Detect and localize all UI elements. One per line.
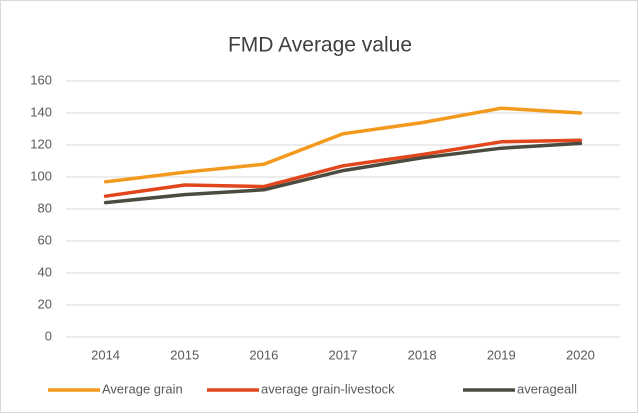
y-tick-label: 120 xyxy=(30,136,52,151)
y-tick-label: 40 xyxy=(38,264,52,279)
legend-label: Average grain xyxy=(102,381,183,396)
legend-label: average grain-livestock xyxy=(261,381,395,396)
x-tick-label: 2019 xyxy=(487,347,516,362)
x-tick-label: 2020 xyxy=(566,347,595,362)
y-tick-label: 140 xyxy=(30,104,52,119)
series-line xyxy=(103,138,583,198)
y-tick-label: 80 xyxy=(38,200,52,215)
x-tick-label: 2016 xyxy=(249,347,278,362)
y-tick-label: 20 xyxy=(38,296,52,311)
y-tick-label: 160 xyxy=(30,72,52,87)
chart-title: FMD Average value xyxy=(228,34,412,57)
y-tick-label: 100 xyxy=(30,168,52,183)
series-line xyxy=(103,106,583,184)
x-tick-label: 2015 xyxy=(170,347,199,362)
x-tick-label: 2018 xyxy=(408,347,437,362)
x-tick-label: 2017 xyxy=(329,347,358,362)
x-tick-label: 2014 xyxy=(91,347,120,362)
y-tick-label: 60 xyxy=(38,232,52,247)
series-line xyxy=(103,141,583,205)
legend-label: averageall xyxy=(517,381,577,396)
y-tick-label: 0 xyxy=(45,328,52,343)
